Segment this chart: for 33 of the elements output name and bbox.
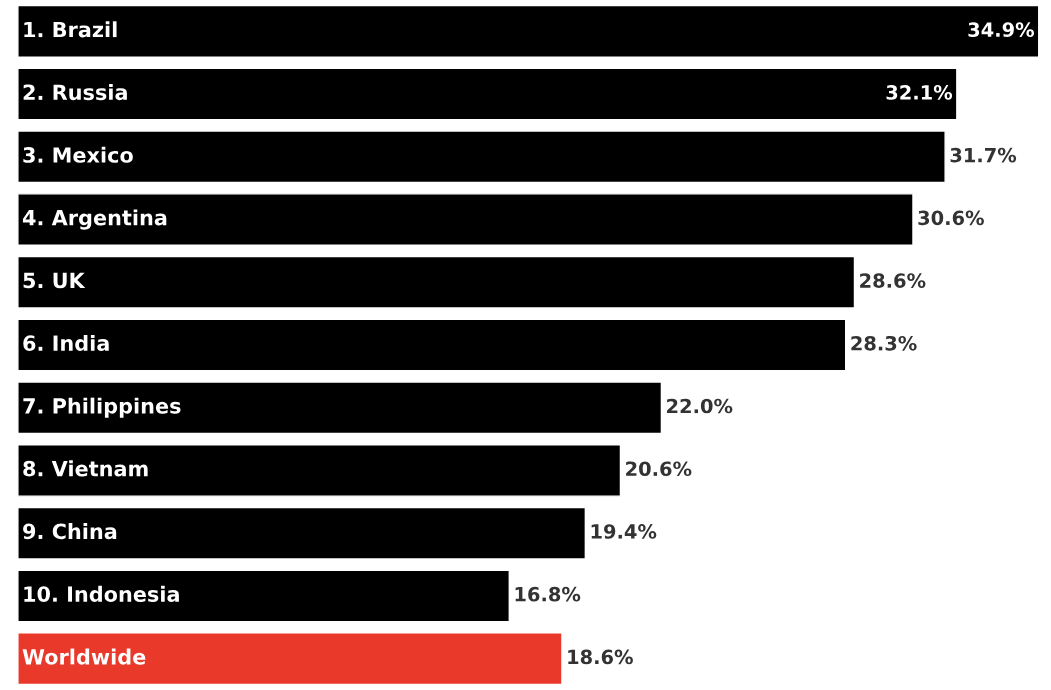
data-label: 28.6% [860,273,926,288]
y-tick-label: 5. UK [23,272,86,289]
data-label: 18.6% [568,649,633,665]
data-label: 30.6% [918,210,984,226]
data-label: 34.9% [968,22,1034,38]
bar [17,506,587,560]
data-label: 22.0% [667,398,733,414]
y-tick-label: 2. Russia [23,84,127,101]
bar [17,130,946,184]
y-tick-label: 6. India [23,334,109,352]
bar [17,4,1040,58]
data-label: 32.1% [886,85,953,100]
bar [17,255,856,309]
bar [17,193,914,246]
bar [17,632,563,686]
data-label: 28.3% [851,335,917,351]
y-tick-label: 8. Vietnam [23,460,148,477]
y-tick-label: Worldwide [22,648,146,665]
y-tick-label: 3. Mexico [23,146,133,163]
data-label: 20.6% [626,461,692,477]
y-tick-label: 10. Indonesia [24,585,179,602]
bar [17,569,510,623]
data-label: 19.4% [591,524,657,539]
y-tick-label: 1. Brazil [24,21,117,38]
data-label: 31.7% [950,147,1017,163]
data-label: 16.8% [515,586,581,602]
y-tick-label: 9. China [23,523,117,540]
bar [17,318,847,372]
y-tick-label: 7. Philippines [23,397,181,418]
bar [17,381,663,435]
bar [17,444,622,497]
y-tick-label: 4. Argentina [22,209,167,230]
bar [17,67,958,121]
